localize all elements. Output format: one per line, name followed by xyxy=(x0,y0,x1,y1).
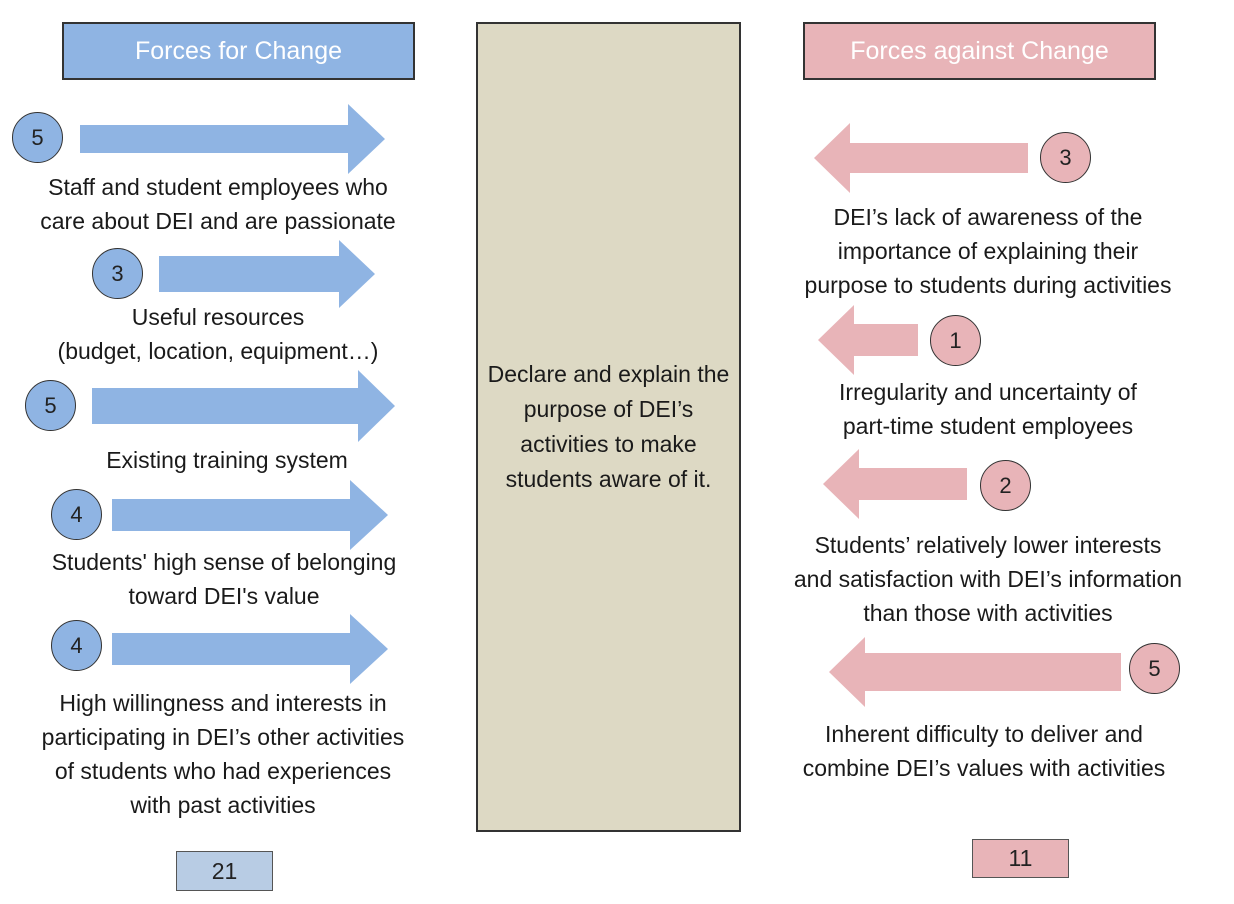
right-arrow-icon xyxy=(159,240,375,308)
left-arrow-icon xyxy=(818,305,918,375)
force-label: Useful resources (budget, location, equi… xyxy=(57,304,379,364)
score-badge: 3 xyxy=(1040,132,1091,183)
right-arrow-icon xyxy=(112,614,388,684)
left-arrow-icon xyxy=(814,123,1028,193)
score-badge: 5 xyxy=(1129,643,1180,694)
left-arrow-icon xyxy=(823,449,967,519)
force-label: Inherent difficulty to deliver and combi… xyxy=(802,721,1166,781)
force-label: DEI’s lack of awareness of the importanc… xyxy=(804,204,1172,298)
score-badge: 4 xyxy=(51,620,102,671)
score-badge: 1 xyxy=(930,315,981,366)
force-label: Staff and student employees who care abo… xyxy=(40,174,396,234)
proposed-change-box: Declare and explain the purpose of DEI’s… xyxy=(476,22,741,832)
force-label: High willingness and interests in partic… xyxy=(41,690,405,818)
right-arrow-icon xyxy=(92,370,395,442)
force-label: Students' high sense of belonging toward… xyxy=(51,549,397,609)
forces-for-header: Forces for Change xyxy=(62,22,415,80)
score-badge: 5 xyxy=(25,380,76,431)
proposed-change-text: Declare and explain the purpose of DEI’s… xyxy=(487,361,730,492)
force-label: Existing training system xyxy=(106,447,348,473)
score-badge: 4 xyxy=(51,489,102,540)
right-arrow-icon xyxy=(112,480,388,550)
force-label: Students’ relatively lower interests and… xyxy=(793,532,1183,626)
score-badge: 3 xyxy=(92,248,143,299)
forces-against-header: Forces against Change xyxy=(803,22,1156,80)
score-badge: 5 xyxy=(12,112,63,163)
score-badge: 2 xyxy=(980,460,1031,511)
left-arrow-icon xyxy=(829,637,1121,707)
force-label: Irregularity and uncertainty of part-tim… xyxy=(839,379,1137,439)
total-against-score: 11 xyxy=(972,839,1069,878)
total-for-score: 21 xyxy=(176,851,273,891)
right-arrow-icon xyxy=(80,104,385,174)
